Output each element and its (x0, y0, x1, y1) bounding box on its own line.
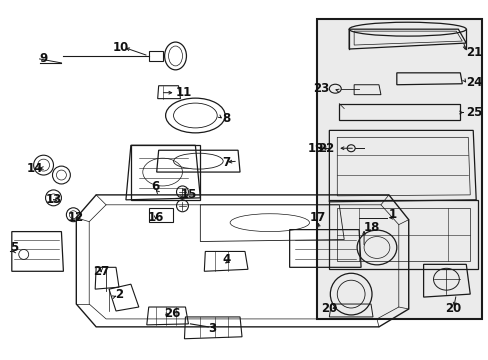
Text: 24: 24 (466, 76, 482, 89)
Text: 6: 6 (151, 180, 160, 193)
Text: 16: 16 (147, 211, 163, 224)
Text: 21: 21 (466, 46, 482, 59)
Text: 17: 17 (309, 211, 325, 224)
Text: 27: 27 (93, 265, 109, 278)
Text: 3: 3 (208, 322, 216, 336)
Text: 4: 4 (222, 253, 230, 266)
Text: 22: 22 (317, 142, 334, 155)
Text: 18: 18 (364, 221, 380, 234)
Text: 20: 20 (445, 302, 461, 315)
Text: 8: 8 (222, 112, 230, 125)
Text: 13: 13 (45, 193, 61, 206)
Text: 2: 2 (115, 288, 123, 301)
Text: 19: 19 (307, 142, 323, 155)
Text: 26: 26 (164, 307, 181, 320)
Bar (317, 19, 481, 319)
Text: 7: 7 (222, 156, 230, 168)
Text: 5: 5 (10, 241, 18, 254)
Text: 11: 11 (175, 86, 191, 99)
Text: 1: 1 (388, 208, 396, 221)
Text: 12: 12 (68, 211, 84, 224)
Text: 15: 15 (180, 188, 197, 201)
Text: 10: 10 (113, 41, 129, 54)
Text: 23: 23 (312, 82, 328, 95)
Text: 20: 20 (321, 302, 337, 315)
Text: 25: 25 (466, 106, 482, 119)
Text: 9: 9 (40, 53, 48, 66)
Text: 14: 14 (26, 162, 43, 175)
